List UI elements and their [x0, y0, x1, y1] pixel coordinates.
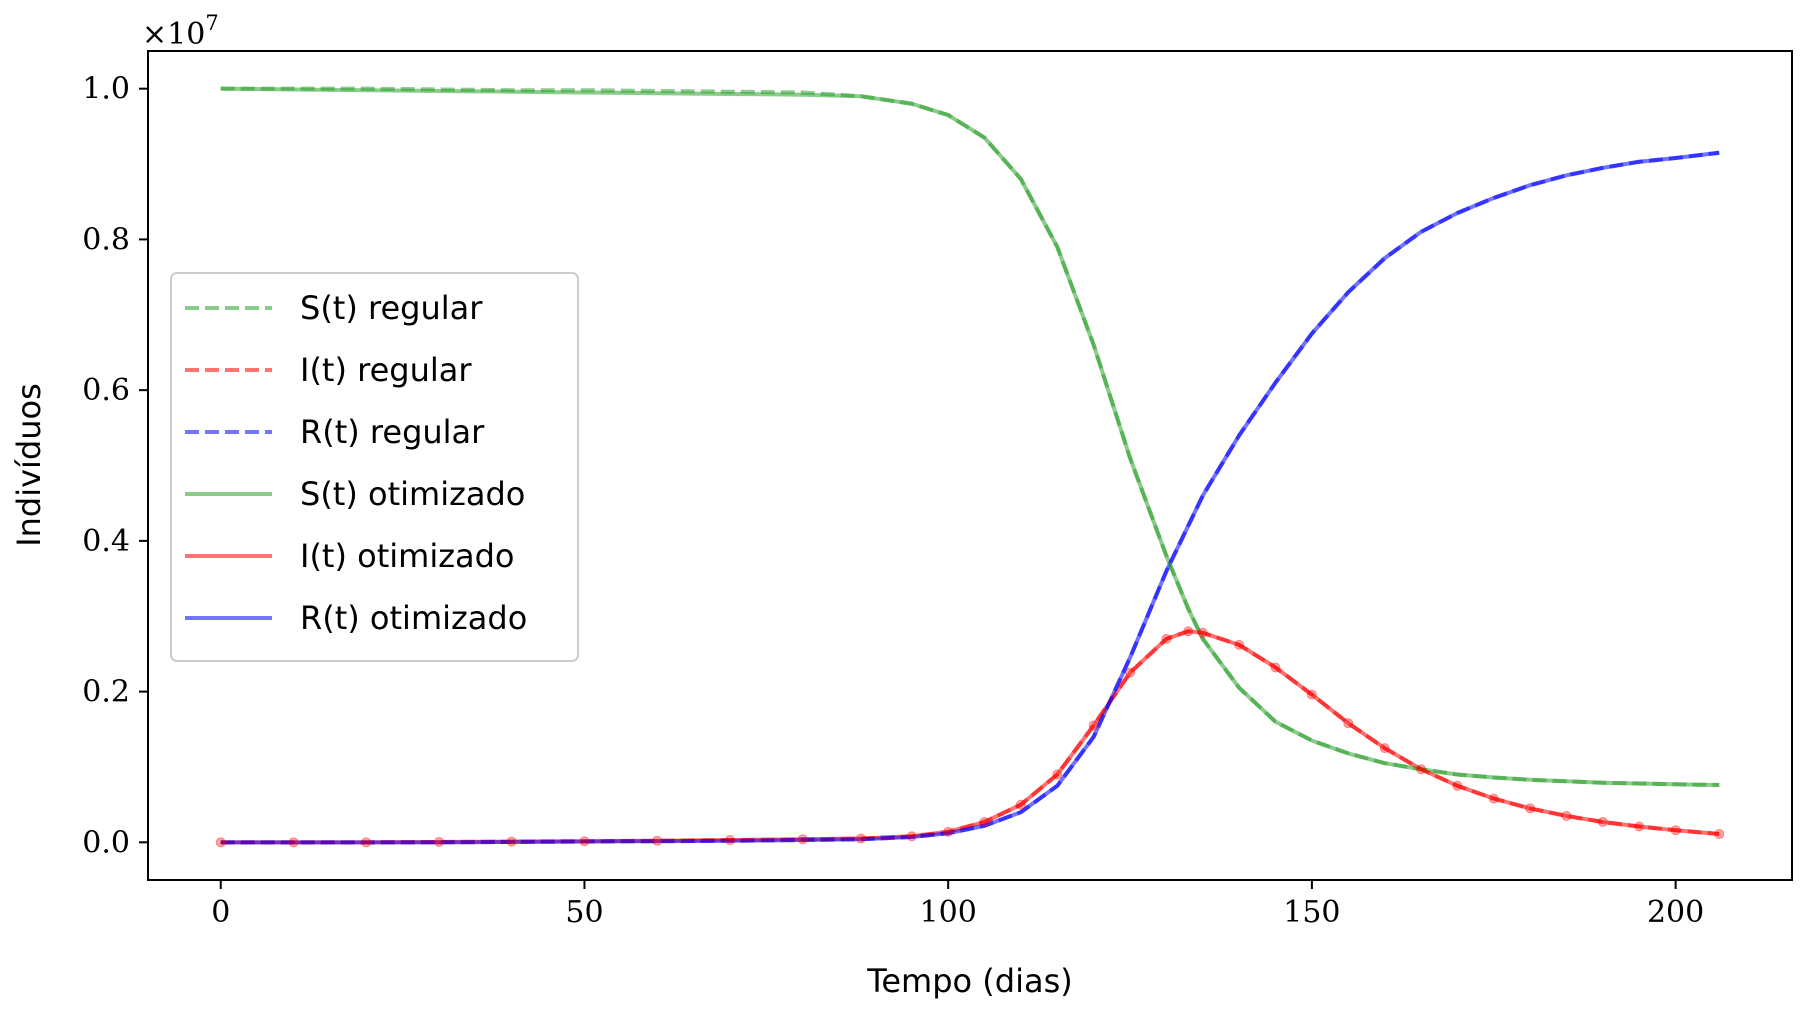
observed-point	[1452, 780, 1463, 791]
observed-point	[1670, 825, 1681, 836]
x-tick-label: 0	[211, 895, 230, 930]
observed-point	[1488, 793, 1499, 804]
observed-point	[1052, 769, 1063, 780]
observed-point	[1161, 633, 1172, 644]
y-tick-label: 1.0	[82, 72, 130, 107]
observed-point	[1234, 639, 1245, 650]
y-axis: 0.0 0.2 0.4 0.6 0.8 1.0	[82, 72, 148, 860]
observed-point	[1561, 810, 1572, 821]
y-offset-base: ×10	[142, 17, 205, 52]
observed-point	[433, 836, 444, 847]
y-tick-label: 0.8	[82, 222, 130, 257]
y-tick-label: 0.0	[82, 825, 130, 860]
legend-box	[170, 272, 579, 662]
observed-point	[855, 833, 866, 844]
y-tick-label: 0.2	[82, 675, 130, 710]
legend-label-i-t-otimizado: I(t) otimizado	[300, 537, 515, 575]
observed-point	[288, 837, 299, 848]
legend: S(t) regular I(t) regular R(t) regular S(t)…	[170, 272, 579, 662]
observed-point	[1597, 816, 1608, 827]
x-tick-label: 100	[920, 895, 977, 930]
x-axis-title: Tempo (dias)	[866, 962, 1072, 1000]
observed-point	[1525, 803, 1536, 814]
observed-point	[1197, 627, 1208, 638]
plot-frame	[147, 50, 1793, 881]
plot-area	[147, 50, 1793, 881]
y-tick-label: 0.4	[82, 524, 130, 559]
x-tick-label: 150	[1283, 895, 1340, 930]
legend-label-i-t-regular: I(t) regular	[300, 351, 472, 389]
legend-label-r-t-otimizado: R(t) otimizado	[300, 599, 527, 637]
observed-point	[1088, 720, 1099, 731]
observed-point	[1379, 743, 1390, 754]
observed-point	[724, 835, 735, 846]
observed-point	[506, 836, 517, 847]
observed-point	[1015, 799, 1026, 810]
x-tick-label: 200	[1647, 895, 1704, 930]
observed-point	[1634, 821, 1645, 832]
observed-point	[797, 834, 808, 845]
legend-label-s-t-regular: S(t) regular	[300, 289, 483, 327]
observed-point	[215, 837, 226, 848]
series-line-s-t-regular	[220, 86, 1720, 788]
observed-point	[1270, 662, 1281, 673]
observed-point	[361, 837, 372, 848]
observed-point	[1343, 718, 1354, 729]
y-tick-label: 0.6	[82, 373, 130, 408]
observed-point	[979, 816, 990, 827]
series-layer	[220, 86, 1720, 845]
observed-point	[906, 831, 917, 842]
observed-point	[1306, 689, 1317, 700]
y-offset-exponent: 7	[205, 11, 218, 35]
x-axis: 0 50 100 150 200	[211, 880, 1704, 930]
observed-point	[579, 836, 590, 847]
legend-label-s-t-otimizado: S(t) otimizado	[300, 475, 525, 513]
observed-point	[652, 835, 663, 846]
y-offset-text: ×107	[142, 11, 219, 52]
x-tick-label: 50	[565, 895, 603, 930]
observed-point	[943, 826, 954, 837]
observed-points-layer	[215, 626, 1725, 848]
observed-point	[1125, 667, 1136, 678]
observed-point	[1714, 829, 1725, 840]
y-axis-title: Indivíduos	[10, 383, 48, 547]
observed-point	[1416, 764, 1427, 775]
observed-point	[1183, 626, 1194, 637]
legend-label-r-t-regular: R(t) regular	[300, 413, 485, 451]
series-line-r-t-regular	[220, 150, 1720, 845]
